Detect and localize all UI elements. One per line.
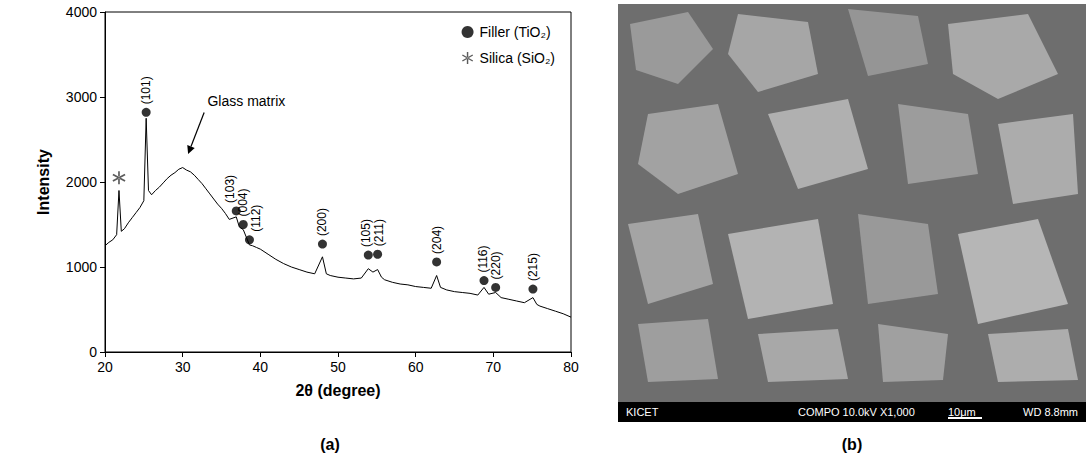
svg-text:(211): (211): [372, 219, 386, 246]
svg-text:2θ (degree): 2θ (degree): [295, 382, 380, 399]
svg-text:0: 0: [89, 344, 97, 360]
svg-text:1000: 1000: [66, 259, 97, 275]
svg-text:(215): (215): [526, 253, 540, 281]
svg-text:4000: 4000: [66, 4, 97, 20]
svg-text:60: 60: [408, 359, 424, 375]
html-text:(b): (b): [841, 436, 863, 453]
html-text:10μm: 10μm: [948, 406, 976, 418]
svg-text:2000: 2000: [66, 174, 97, 190]
svg-text:40: 40: [253, 359, 269, 375]
svg-text:(204): (204): [430, 226, 444, 254]
html-text:(a): (a): [320, 436, 340, 453]
svg-text:30: 30: [175, 359, 191, 375]
svg-text:Intensity: Intensity: [35, 149, 52, 215]
svg-text:Silica (SiO₂): Silica (SiO₂): [480, 50, 555, 66]
html-text:COMPO 10.0kV X1,000: COMPO 10.0kV X1,000: [798, 406, 915, 418]
svg-text:(101): (101): [139, 76, 153, 104]
svg-text:70: 70: [486, 359, 502, 375]
svg-text:(116): (116): [476, 245, 490, 272]
html-text:KICET: KICET: [626, 406, 659, 418]
svg-text:(220): (220): [489, 251, 503, 279]
html-text:WD 8.8mm: WD 8.8mm: [1023, 406, 1078, 418]
svg-text:(004): (004): [236, 188, 250, 216]
svg-text:Filler (TiO₂): Filler (TiO₂): [480, 24, 551, 40]
svg-text:20: 20: [97, 359, 113, 375]
svg-text:Glass matrix: Glass matrix: [207, 93, 285, 109]
svg-text:50: 50: [330, 359, 346, 375]
svg-text:80: 80: [563, 359, 579, 375]
svg-text:(112): (112): [249, 205, 263, 232]
svg-text:3000: 3000: [66, 89, 97, 105]
svg-text:(103): (103): [223, 175, 237, 203]
svg-text:(105): (105): [359, 219, 373, 247]
svg-text:(200): (200): [315, 208, 329, 236]
